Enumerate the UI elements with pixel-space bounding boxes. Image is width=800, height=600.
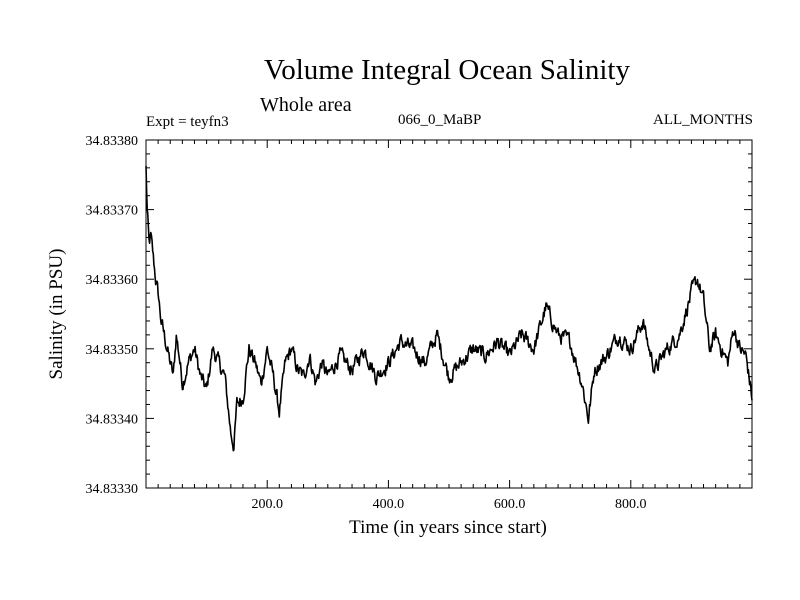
y-tick-label: 34.83340 [86,412,139,427]
x-tick-label: 400.0 [373,497,405,512]
y-tick-label: 34.83350 [86,343,139,358]
salinity-series-line [145,165,753,452]
x-tick-label: 800.0 [615,497,647,512]
x-tick-label: 200.0 [251,497,283,512]
months-label: ALL_MONTHS [653,112,753,128]
x-tick-label: 600.0 [494,497,526,512]
x-axis-label: Time (in years since start) [349,517,547,538]
y-axis-label: Salinity (in PSU) [46,249,67,380]
x-axis: 200.0 400.0 600.0 800.0 [157,140,741,512]
y-axis: 34.83330 34.83340 34.83350 34.83360 34.83370… [86,134,752,497]
y-tick-label: 34.83370 [86,204,139,219]
chart-title: Volume Integral Ocean Salinity [264,54,630,86]
y-tick-label: 34.83380 [86,134,139,149]
experiment-label: Expt = teyfn3 [146,114,229,130]
case-label: 066_0_MaBP [398,112,482,128]
plot-frame [145,139,753,489]
y-tick-label: 34.83330 [86,482,139,497]
chart-subtitle: Whole area [260,94,352,116]
y-tick-label: 34.83360 [86,273,139,288]
